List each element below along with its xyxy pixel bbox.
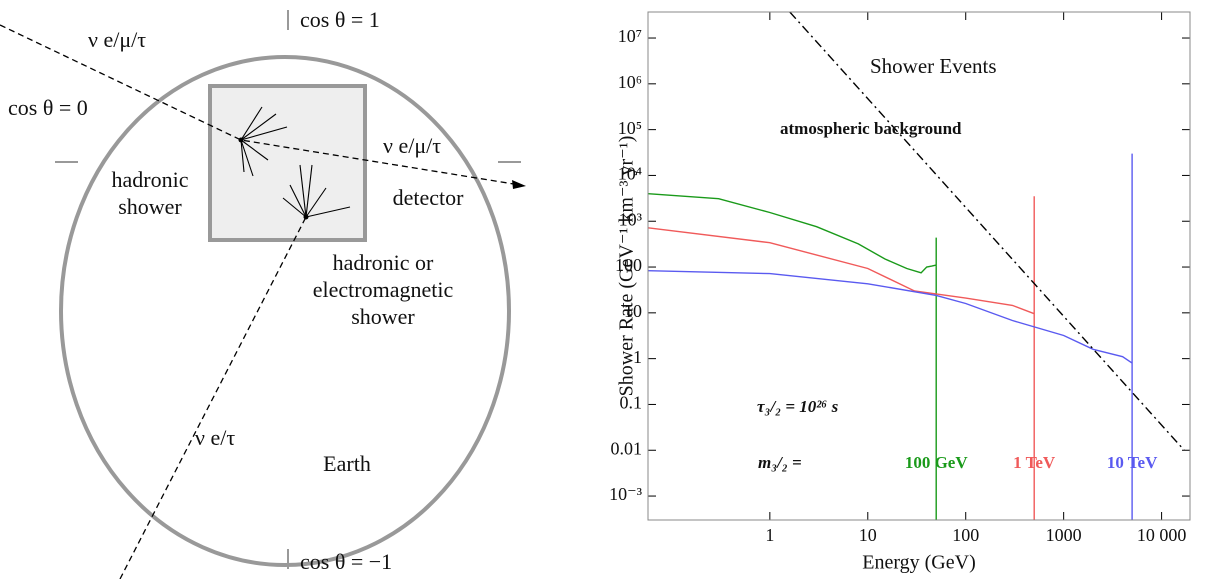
annotation: m₃/₂ = bbox=[758, 453, 802, 472]
y-tick-label: 0.01 bbox=[611, 438, 643, 458]
arrow-head bbox=[512, 180, 526, 189]
vertex bbox=[303, 214, 309, 220]
diagram-label: hadronic or bbox=[333, 250, 434, 275]
diagram-label: cos θ = 0 bbox=[8, 95, 88, 120]
diagram-label: cos θ = 1 bbox=[300, 7, 380, 32]
plot-frame bbox=[647, 11, 1191, 521]
diagram-label: ν e/μ/τ bbox=[383, 133, 441, 158]
series-label: 10 TeV bbox=[1107, 453, 1158, 472]
y-tick-label: 10⁻³ bbox=[609, 484, 643, 504]
diagram-label: detector bbox=[393, 185, 465, 210]
diagram-label: ν e/μ/τ bbox=[88, 27, 146, 52]
y-tick-label: 10⁵ bbox=[618, 118, 642, 138]
series-line bbox=[648, 153, 1133, 520]
annotation: Shower Events bbox=[870, 54, 997, 78]
y-tick-label: 10⁶ bbox=[618, 72, 642, 92]
y-tick-label: 10 bbox=[624, 301, 642, 321]
series-line bbox=[648, 196, 1035, 520]
diagram-label: electromagnetic bbox=[313, 277, 454, 302]
x-tick-label: 1000 bbox=[1046, 525, 1082, 545]
diagram-label: ν e/τ bbox=[195, 425, 235, 450]
diagram-label: hadronic bbox=[112, 167, 189, 192]
vertex bbox=[238, 137, 244, 143]
diagram bbox=[0, 10, 526, 579]
earth-outline bbox=[59, 55, 511, 567]
neutrino-track bbox=[0, 24, 521, 186]
y-tick-label: 10³ bbox=[619, 209, 643, 229]
detector-box bbox=[208, 84, 367, 242]
y-tick-label: 10⁷ bbox=[618, 26, 642, 46]
series-label: 100 GeV bbox=[905, 453, 969, 472]
diagram-label: shower bbox=[118, 194, 182, 219]
x-tick-label: 10 bbox=[859, 525, 877, 545]
diagram-label: shower bbox=[351, 304, 415, 329]
y-tick-label: 100 bbox=[615, 255, 642, 275]
series-line bbox=[648, 193, 937, 520]
shower bbox=[240, 106, 288, 177]
series-label: atmospheric background bbox=[780, 119, 962, 138]
series-label: 1 TeV bbox=[1013, 453, 1056, 472]
y-axis-label: Shower Rate (GeV⁻¹ km⁻³ yr⁻¹) bbox=[616, 136, 638, 397]
y-tick-label: 10⁴ bbox=[618, 164, 642, 184]
diagram-label: cos θ = −1 bbox=[300, 549, 392, 574]
y-tick-label: 1 bbox=[633, 347, 642, 367]
x-tick-label: 1 bbox=[765, 525, 774, 545]
series-line bbox=[789, 12, 1185, 451]
x-tick-label: 100 bbox=[952, 525, 979, 545]
annotation: τ₃/₂ = 10²⁶ s bbox=[757, 397, 839, 416]
neutrino-track bbox=[119, 216, 307, 579]
x-axis-label: Energy (GeV) bbox=[862, 552, 975, 574]
y-tick-label: 0.1 bbox=[620, 393, 643, 413]
x-tick-label: 10 000 bbox=[1137, 525, 1187, 545]
shower bbox=[282, 164, 351, 218]
diagram-label: Earth bbox=[323, 451, 371, 476]
